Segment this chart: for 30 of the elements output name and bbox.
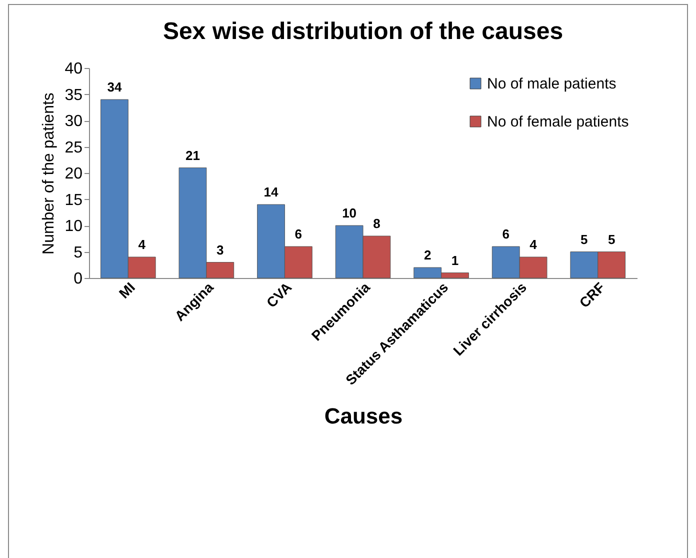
- x-axis-title: Causes: [324, 403, 403, 428]
- y-tick-label: 35: [64, 86, 83, 104]
- data-label: 5: [580, 232, 588, 247]
- data-label: 8: [373, 216, 380, 231]
- legend-label: No of male patients: [487, 76, 616, 92]
- data-label: 14: [264, 184, 280, 200]
- data-label: 34: [107, 80, 122, 94]
- legend-label: No of female patients: [487, 114, 629, 130]
- y-axis-title: Number of the patients: [40, 92, 58, 254]
- x-tick-label: CVA: [263, 279, 295, 311]
- data-label: 4: [138, 237, 146, 252]
- data-label: 21: [185, 148, 200, 163]
- data-label: 10: [342, 206, 357, 220]
- data-label: 2: [424, 248, 432, 262]
- chart-title: Sex wise distribution of the causes: [162, 18, 564, 45]
- data-label: 6: [502, 226, 510, 242]
- y-tick-label: 20: [64, 166, 83, 182]
- data-label: 5: [608, 232, 616, 247]
- y-tick-label: 0: [74, 270, 83, 288]
- data-label: 1: [451, 252, 459, 268]
- y-tick-label: 10: [64, 218, 83, 235]
- data-label: 3: [216, 242, 224, 258]
- y-tick-label: 30: [64, 113, 83, 130]
- y-tick-label: 15: [64, 192, 83, 209]
- data-label: 6: [294, 226, 302, 242]
- x-tick-label: MI: [116, 279, 138, 302]
- y-tick-label: 40: [64, 60, 83, 78]
- y-tick-label: 25: [64, 139, 83, 156]
- data-label: 4: [530, 237, 538, 252]
- y-tick-label: 5: [74, 244, 83, 262]
